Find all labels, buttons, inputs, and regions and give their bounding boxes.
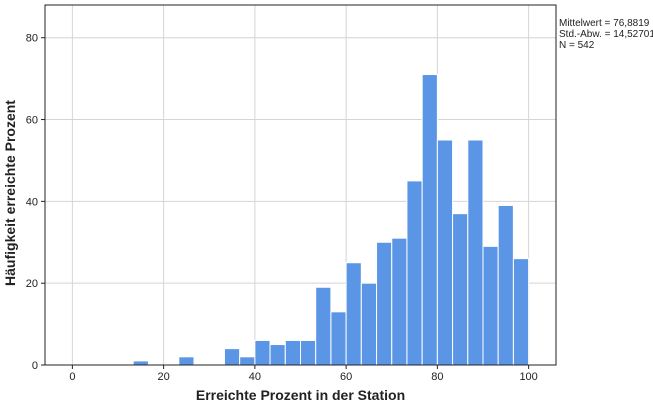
histogram-bar bbox=[330, 311, 347, 366]
histogram-bar bbox=[512, 258, 530, 366]
histogram-bar bbox=[239, 356, 256, 366]
x-tick-label: 100 bbox=[519, 371, 537, 383]
histogram-bar bbox=[376, 241, 393, 366]
stats-mean: Mittelwert = 76,8819 bbox=[559, 18, 650, 29]
histogram-bar bbox=[421, 74, 438, 366]
x-tick-label: 20 bbox=[158, 371, 170, 383]
x-tick-label: 40 bbox=[249, 371, 261, 383]
plot-frame bbox=[44, 4, 557, 366]
histogram-bar bbox=[223, 348, 241, 366]
y-tick-label: 20 bbox=[26, 278, 38, 290]
x-tick-label: 80 bbox=[431, 371, 443, 383]
bar-layer bbox=[132, 74, 530, 366]
tick-layer: 0 20 40 60 80 100 0 20 40 60 80 bbox=[26, 33, 538, 383]
histogram-bar bbox=[284, 339, 302, 366]
histogram-bar bbox=[360, 282, 378, 366]
x-tick-label: 60 bbox=[340, 371, 352, 383]
histogram-bar bbox=[452, 213, 469, 366]
histogram-bar bbox=[391, 237, 408, 366]
histogram-bar bbox=[132, 360, 149, 366]
histogram-bar bbox=[345, 262, 362, 366]
x-tick-label: 0 bbox=[69, 371, 75, 383]
y-axis-title: Häufigkeit erreichte Prozent bbox=[2, 100, 18, 286]
y-tick-label: 60 bbox=[26, 115, 38, 127]
histogram-bar bbox=[482, 245, 499, 366]
histogram-bar bbox=[467, 139, 484, 366]
stats-n: N = 542 bbox=[559, 40, 595, 51]
histogram-bar bbox=[254, 339, 271, 366]
y-tick-label: 40 bbox=[26, 196, 38, 208]
histogram-bar bbox=[497, 204, 514, 366]
histogram-bar bbox=[436, 139, 454, 366]
histogram-bar bbox=[300, 339, 317, 366]
x-axis-title: Erreichte Prozent in der Station bbox=[196, 387, 405, 403]
y-tick-label: 0 bbox=[32, 360, 38, 372]
histogram-bar bbox=[315, 286, 332, 366]
histogram-bar bbox=[406, 180, 423, 366]
stats-std: Std.-Abw. = 14,52701 bbox=[559, 29, 653, 40]
histogram-bar bbox=[178, 356, 195, 366]
histogram-bar bbox=[269, 344, 286, 366]
y-tick-label: 80 bbox=[26, 33, 38, 45]
